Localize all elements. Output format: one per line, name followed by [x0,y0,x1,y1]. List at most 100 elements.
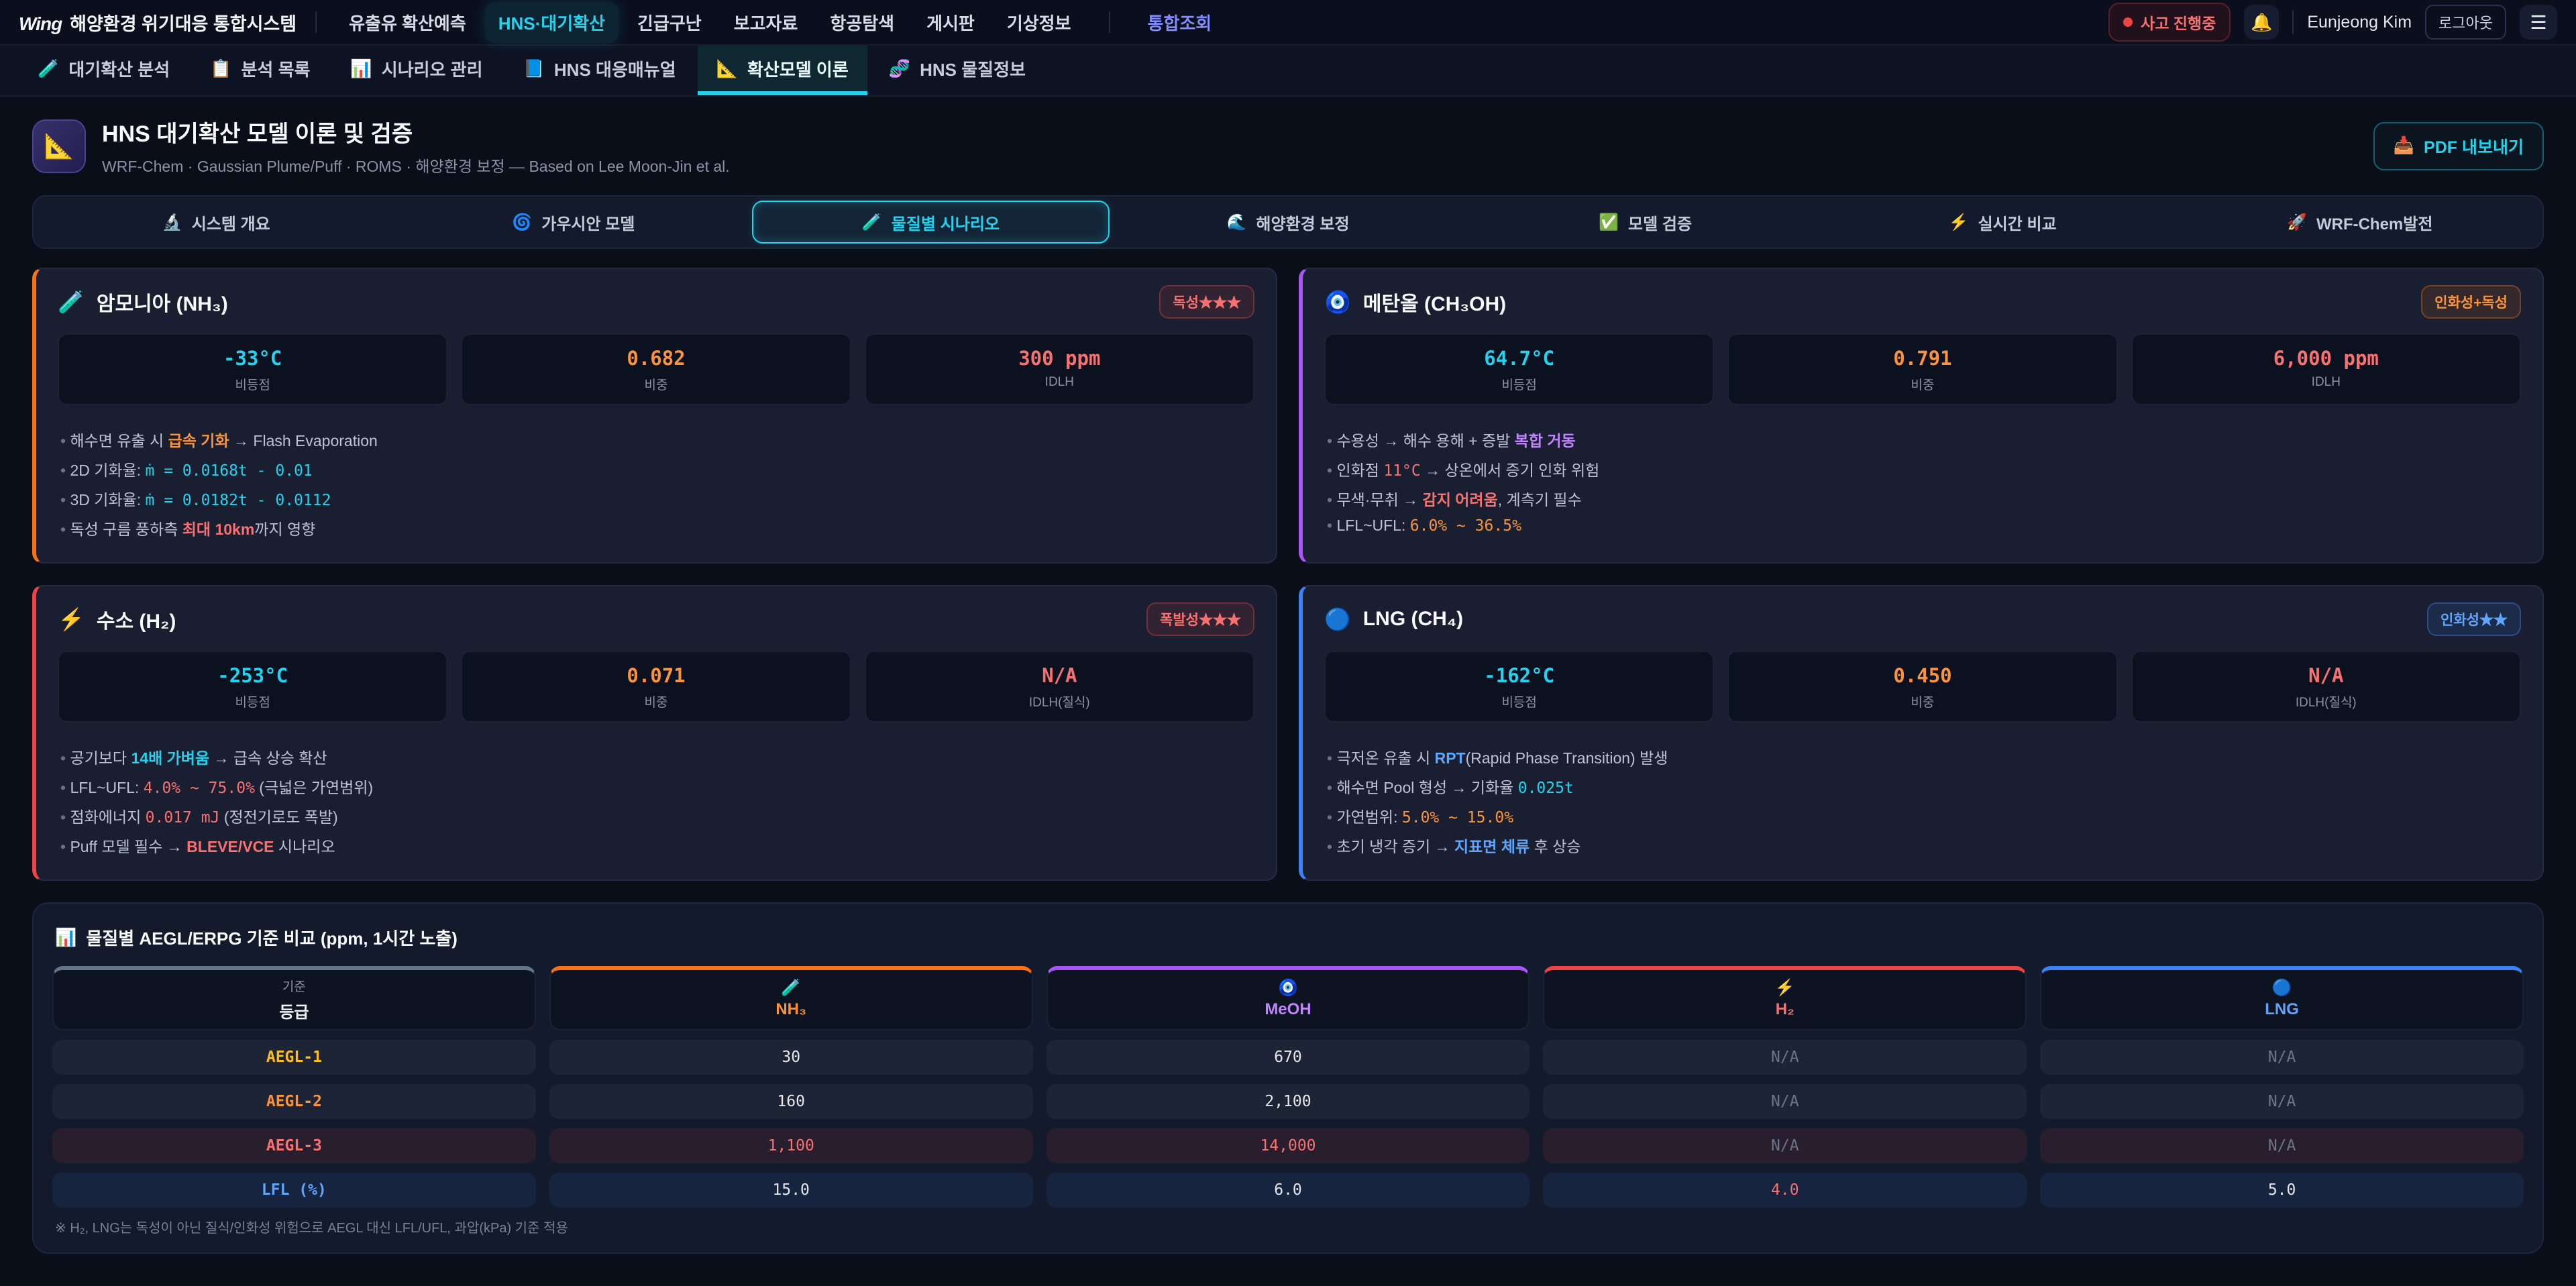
test-tube-icon: 🧪 [38,58,60,78]
table-cell: 4.0 [1543,1173,2027,1208]
table-cell: 14,000 [1046,1128,1530,1163]
subnav-analysis-list[interactable]: 📋 분석 목록 [191,46,329,95]
nav-item-reports[interactable]: 보고자료 [733,13,798,34]
stat-value: -253°C [217,664,288,687]
tab-wrf-chem[interactable]: 🚀 WRF-Chem발전 [2181,201,2538,244]
aegl-comparison-section: 📊 물질별 AEGL/ERPG 기준 비교 (ppm, 1시간 노출) 기준 등… [32,902,2544,1254]
bullet-segment: 극저온 유출 시 [1336,749,1435,767]
bullet-segment: 시나리오 [274,838,335,855]
nav-item-weather[interactable]: 기상정보 [1006,13,1071,34]
card-bullet: 해수면 Pool 형성 → 기화율 0.025t [1327,775,2518,798]
row-label: AEGL-3 [52,1128,536,1163]
nav-item-oil-spill[interactable]: 유출유 확산예측 [349,13,466,34]
stat-idlh: 300 ppm IDLH [864,333,1254,405]
bullet-segment: 공기보다 [70,749,131,767]
card-bullet: 가연범위: 5.0% ~ 15.0% [1327,804,2518,827]
card-stats: -253°C 비등점 0.071 비중 N/A IDLH(질식) [58,651,1254,722]
topnav-right: 사고 진행중 🔔 Eunjeong Kim 로그아웃 ☰ [2108,3,2557,42]
nav-item-integrated-search[interactable]: 통합조회 [1147,13,1212,34]
card-header: 🔵 LNG (CH₄) 인화성★★ [1324,602,2521,636]
tab-system-overview[interactable]: 🔬 시스템 개요 [38,201,395,244]
bullet-segment: → Flash Evaporation [229,432,378,449]
table-cell: 6.0 [1046,1173,1530,1208]
stat-label: IDLH [1044,375,1074,389]
row-label: AEGL-1 [52,1040,536,1075]
card-bullet: Puff 모델 필수 → BLEVE/VCE 시나리오 [60,834,1252,857]
subnav-model-theory-active[interactable]: 📐 확산모델 이론 [697,46,867,95]
stat-specific-gravity: 0.791 비중 [1727,333,2118,405]
subnav-diffusion-analysis[interactable]: 🧪 대기확산 분석 [19,46,189,95]
clipboard-icon: 📋 [210,58,232,78]
table-cell: 160 [549,1084,1033,1119]
bullet-segment: (극넓은 가연범위) [254,779,374,796]
nav-item-board[interactable]: 게시판 [926,13,975,34]
subnav-label: 시나리오 관리 [381,59,483,80]
tab-gaussian-model[interactable]: 🌀 가우시안 모델 [395,201,753,244]
bullet-segment: 6.0% ~ 36.5% [1409,517,1521,535]
microscope-icon: 🔬 [162,213,182,231]
bar-chart-icon: 📊 [55,927,77,947]
check-icon: ✅ [1599,213,1619,231]
tab-model-validation[interactable]: ✅ 모델 검증 [1466,201,1824,244]
card-bullet: LFL~UFL: 6.0% ~ 36.5% [1327,517,2518,535]
nav-item-hns-active[interactable]: HNS·대기확산 [484,1,619,43]
table-row: LFL (%) 15.0 6.0 4.0 5.0 [52,1173,2524,1208]
header-lng: 🔵 LNG [2040,966,2524,1030]
nav-item-rescue[interactable]: 긴급구난 [637,13,702,34]
row-label: LFL (%) [52,1173,536,1208]
card-bullet: 3D 기화율: ṁ = 0.0182t - 0.0112 [60,487,1252,510]
subnav-hns-substance-info[interactable]: 🧬 HNS 물질정보 [870,46,1044,95]
table-row: AEGL-3 1,100 14,000 N/A N/A [52,1128,2524,1163]
stat-label: IDLH(질식) [2295,696,2357,710]
logo-title: 해양환경 위기대응 통합시스템 [70,13,297,34]
bullet-segment: 인화점 [1336,462,1384,479]
tab-realtime-comparison[interactable]: ⚡ 실시간 비교 [1824,201,2182,244]
stat-boiling-point: -162°C 비등점 [1324,651,1715,722]
pdf-export-button[interactable]: 📥 PDF 내보내기 [2373,121,2544,170]
tab-label: 시스템 개요 [191,215,270,233]
bullet-segment: 5.0% ~ 15.0% [1401,809,1514,826]
page-header: 📐 HNS 대기확산 모델 이론 및 검증 WRF-Chem · Gaussia… [0,97,2576,190]
card-bullet: 무색·무취 → 감지 어려움, 계측기 필수 [1327,487,2518,510]
subnav-hns-manual[interactable]: 📘 HNS 대응매뉴얼 [504,46,695,95]
table-cell: N/A [2040,1128,2524,1163]
subnav-scenario-management[interactable]: 📊 시나리오 관리 [331,46,501,95]
logo-mark: Wing [19,13,62,34]
logo[interactable]: Wing 해양환경 위기대응 통합시스템 [19,9,297,36]
tab-marine-correction[interactable]: 🌊 해양환경 보정 [1110,201,1467,244]
subnav-label: HNS 물질정보 [920,59,1026,80]
header-nh3: 🧪 NH₃ [549,966,1033,1030]
bullet-segment: 급속 기화 [168,432,229,449]
bullet-segment: 무색·무취 → [1336,491,1423,508]
book-icon: 📘 [523,58,545,78]
bullet-segment: 11°C [1383,462,1421,480]
notification-bell-icon[interactable]: 🔔 [2244,5,2279,40]
header-meoh: 🧿 MeOH [1046,966,1530,1030]
hamburger-menu-icon[interactable]: ☰ [2520,5,2557,40]
logout-button[interactable]: 로그아웃 [2425,5,2506,40]
test-tube-icon: 🧪 [58,290,85,314]
nav-divider [2292,10,2294,34]
user-name: Eunjeong Kim [2307,12,2412,32]
stat-label: 비중 [644,696,668,710]
bar-chart-icon: 📊 [350,58,372,78]
stat-value: -162°C [1484,664,1555,687]
stat-specific-gravity: 0.682 비중 [461,333,851,405]
bullet-segment: LFL~UFL: [1336,517,1410,534]
nav-item-aerial-search[interactable]: 항공탐색 [830,13,895,34]
tab-substance-scenarios-active[interactable]: 🧪 물질별 시나리오 [752,201,1110,244]
bullet-segment: 해수면 유출 시 [70,432,168,449]
table-cell: 15.0 [549,1173,1033,1208]
card-title: 수소 (H₂) [96,610,176,633]
row-label: AEGL-2 [52,1084,536,1119]
table-title: 📊 물질별 AEGL/ERPG 기준 비교 (ppm, 1시간 노출) [55,925,2521,950]
stat-value: 0.682 [627,347,686,370]
table-cell: N/A [1543,1128,2027,1163]
bullet-segment: 수용성 → 해수 용해 + 증발 [1336,432,1515,449]
test-tube-icon: 🧪 [861,213,882,231]
card-bullet: 해수면 유출 시 급속 기화 → Flash Evaporation [60,428,1252,451]
stat-value: 0.071 [627,664,686,687]
incident-status-badge[interactable]: 사고 진행중 [2108,3,2231,42]
stat-value: N/A [1042,664,1077,687]
card-lng: 🔵 LNG (CH₄) 인화성★★ -162°C 비등점 0.450 비중 N/… [1299,585,2544,881]
